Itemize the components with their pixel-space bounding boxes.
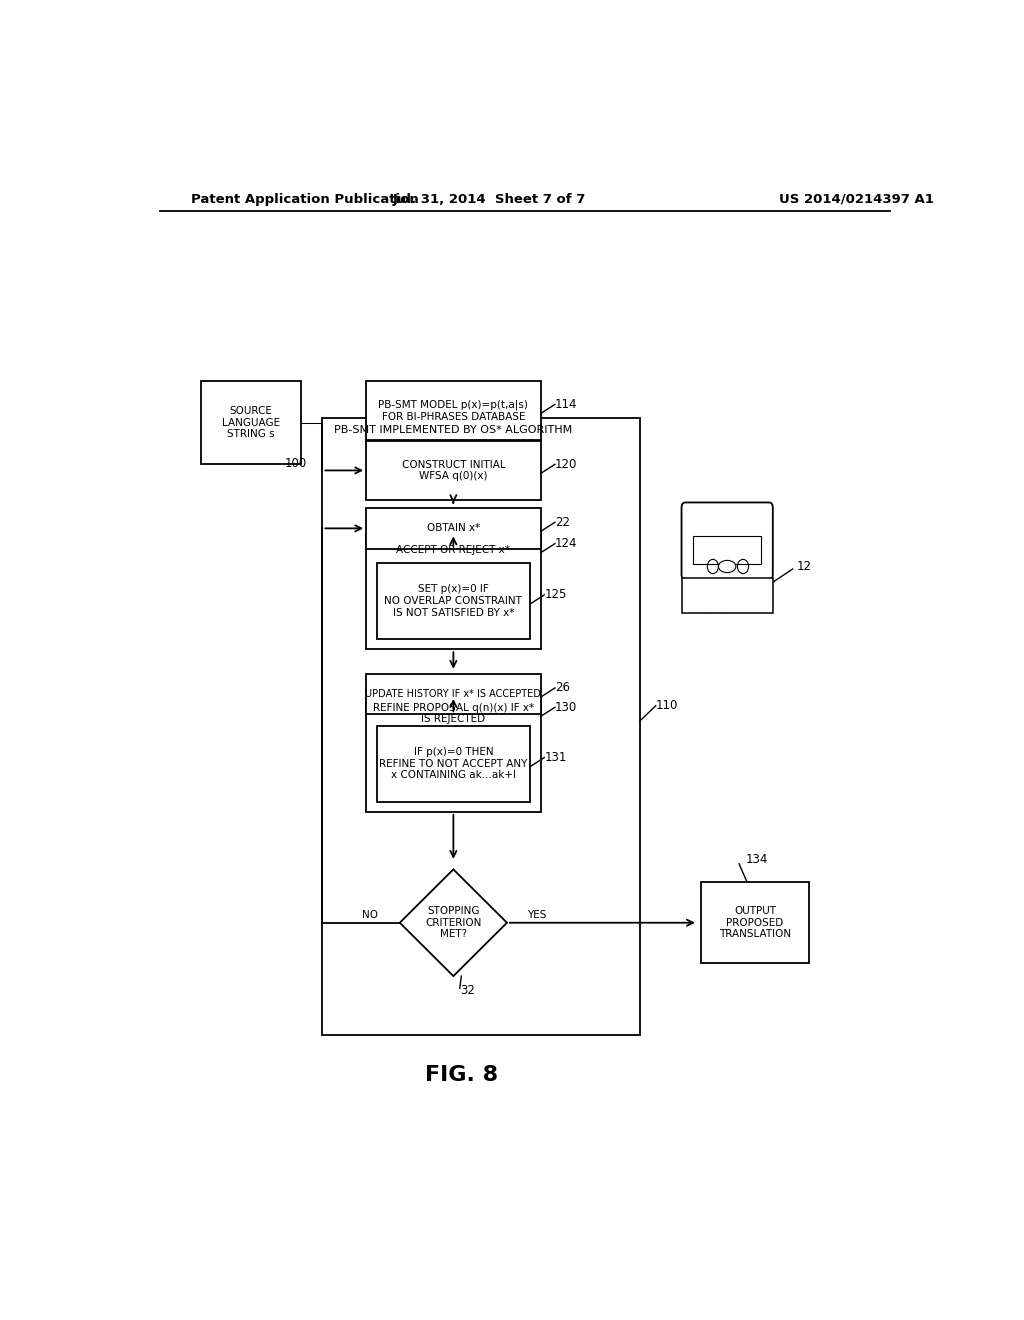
Text: ACCEPT OR REJECT x*: ACCEPT OR REJECT x* (396, 545, 510, 554)
FancyBboxPatch shape (367, 441, 541, 500)
FancyBboxPatch shape (682, 578, 773, 614)
Polygon shape (399, 870, 507, 975)
Text: STOPPING
CRITERION
MET?: STOPPING CRITERION MET? (425, 906, 481, 940)
FancyBboxPatch shape (701, 882, 809, 964)
Text: 131: 131 (544, 751, 566, 764)
FancyBboxPatch shape (367, 508, 541, 549)
Text: 124: 124 (555, 537, 578, 550)
Text: 32: 32 (460, 983, 474, 997)
Text: OBTAIN x*: OBTAIN x* (427, 523, 480, 533)
Text: 130: 130 (555, 701, 578, 714)
FancyBboxPatch shape (367, 381, 541, 440)
Text: 110: 110 (655, 700, 678, 713)
Text: Jul. 31, 2014  Sheet 7 of 7: Jul. 31, 2014 Sheet 7 of 7 (392, 193, 586, 206)
Text: 26: 26 (555, 681, 570, 694)
Text: Patent Application Publication: Patent Application Publication (191, 193, 419, 206)
FancyBboxPatch shape (377, 726, 530, 801)
Text: 120: 120 (555, 458, 578, 471)
Text: IF p(x)=0 THEN
REFINE TO NOT ACCEPT ANY
x CONTAINING ak...ak+l: IF p(x)=0 THEN REFINE TO NOT ACCEPT ANY … (379, 747, 527, 780)
Text: PB-SMT MODEL p(x)=p(t,a|s)
FOR BI-PHRASES DATABASE: PB-SMT MODEL p(x)=p(t,a|s) FOR BI-PHRASE… (379, 400, 528, 421)
Text: NO: NO (361, 909, 378, 920)
Text: 22: 22 (555, 516, 570, 529)
FancyBboxPatch shape (682, 503, 773, 579)
FancyBboxPatch shape (202, 381, 301, 465)
Text: REFINE PROPOSAL q(n)(x) IF x*
IS REJECTED: REFINE PROPOSAL q(n)(x) IF x* IS REJECTE… (373, 702, 534, 725)
Text: 100: 100 (285, 457, 306, 470)
Text: PB-SMT IMPLEMENTED BY OS* ALGORITHM: PB-SMT IMPLEMENTED BY OS* ALGORITHM (334, 425, 572, 434)
Text: YES: YES (527, 909, 547, 920)
Text: SET p(x)=0 IF
NO OVERLAP CONSTRAINT
IS NOT SATISFIED BY x*: SET p(x)=0 IF NO OVERLAP CONSTRAINT IS N… (384, 585, 522, 618)
Text: 12: 12 (797, 561, 812, 573)
FancyBboxPatch shape (323, 417, 640, 1035)
Ellipse shape (719, 561, 736, 573)
Text: SOURCE
LANGUAGE
STRING s: SOURCE LANGUAGE STRING s (222, 407, 281, 440)
FancyBboxPatch shape (367, 673, 541, 714)
Text: US 2014/0214397 A1: US 2014/0214397 A1 (778, 193, 934, 206)
Text: 125: 125 (544, 589, 566, 602)
FancyBboxPatch shape (693, 536, 761, 565)
Text: 134: 134 (745, 853, 768, 866)
Text: 114: 114 (555, 397, 578, 411)
FancyBboxPatch shape (367, 536, 541, 649)
FancyBboxPatch shape (377, 562, 530, 639)
Text: FIG. 8: FIG. 8 (425, 1065, 498, 1085)
FancyBboxPatch shape (367, 698, 541, 812)
Text: UPDATE HISTORY IF x* IS ACCEPTED: UPDATE HISTORY IF x* IS ACCEPTED (366, 689, 542, 700)
Text: OUTPUT
PROPOSED
TRANSLATION: OUTPUT PROPOSED TRANSLATION (719, 906, 791, 940)
Text: CONSTRUCT INITIAL
WFSA q(0)(x): CONSTRUCT INITIAL WFSA q(0)(x) (401, 459, 505, 482)
